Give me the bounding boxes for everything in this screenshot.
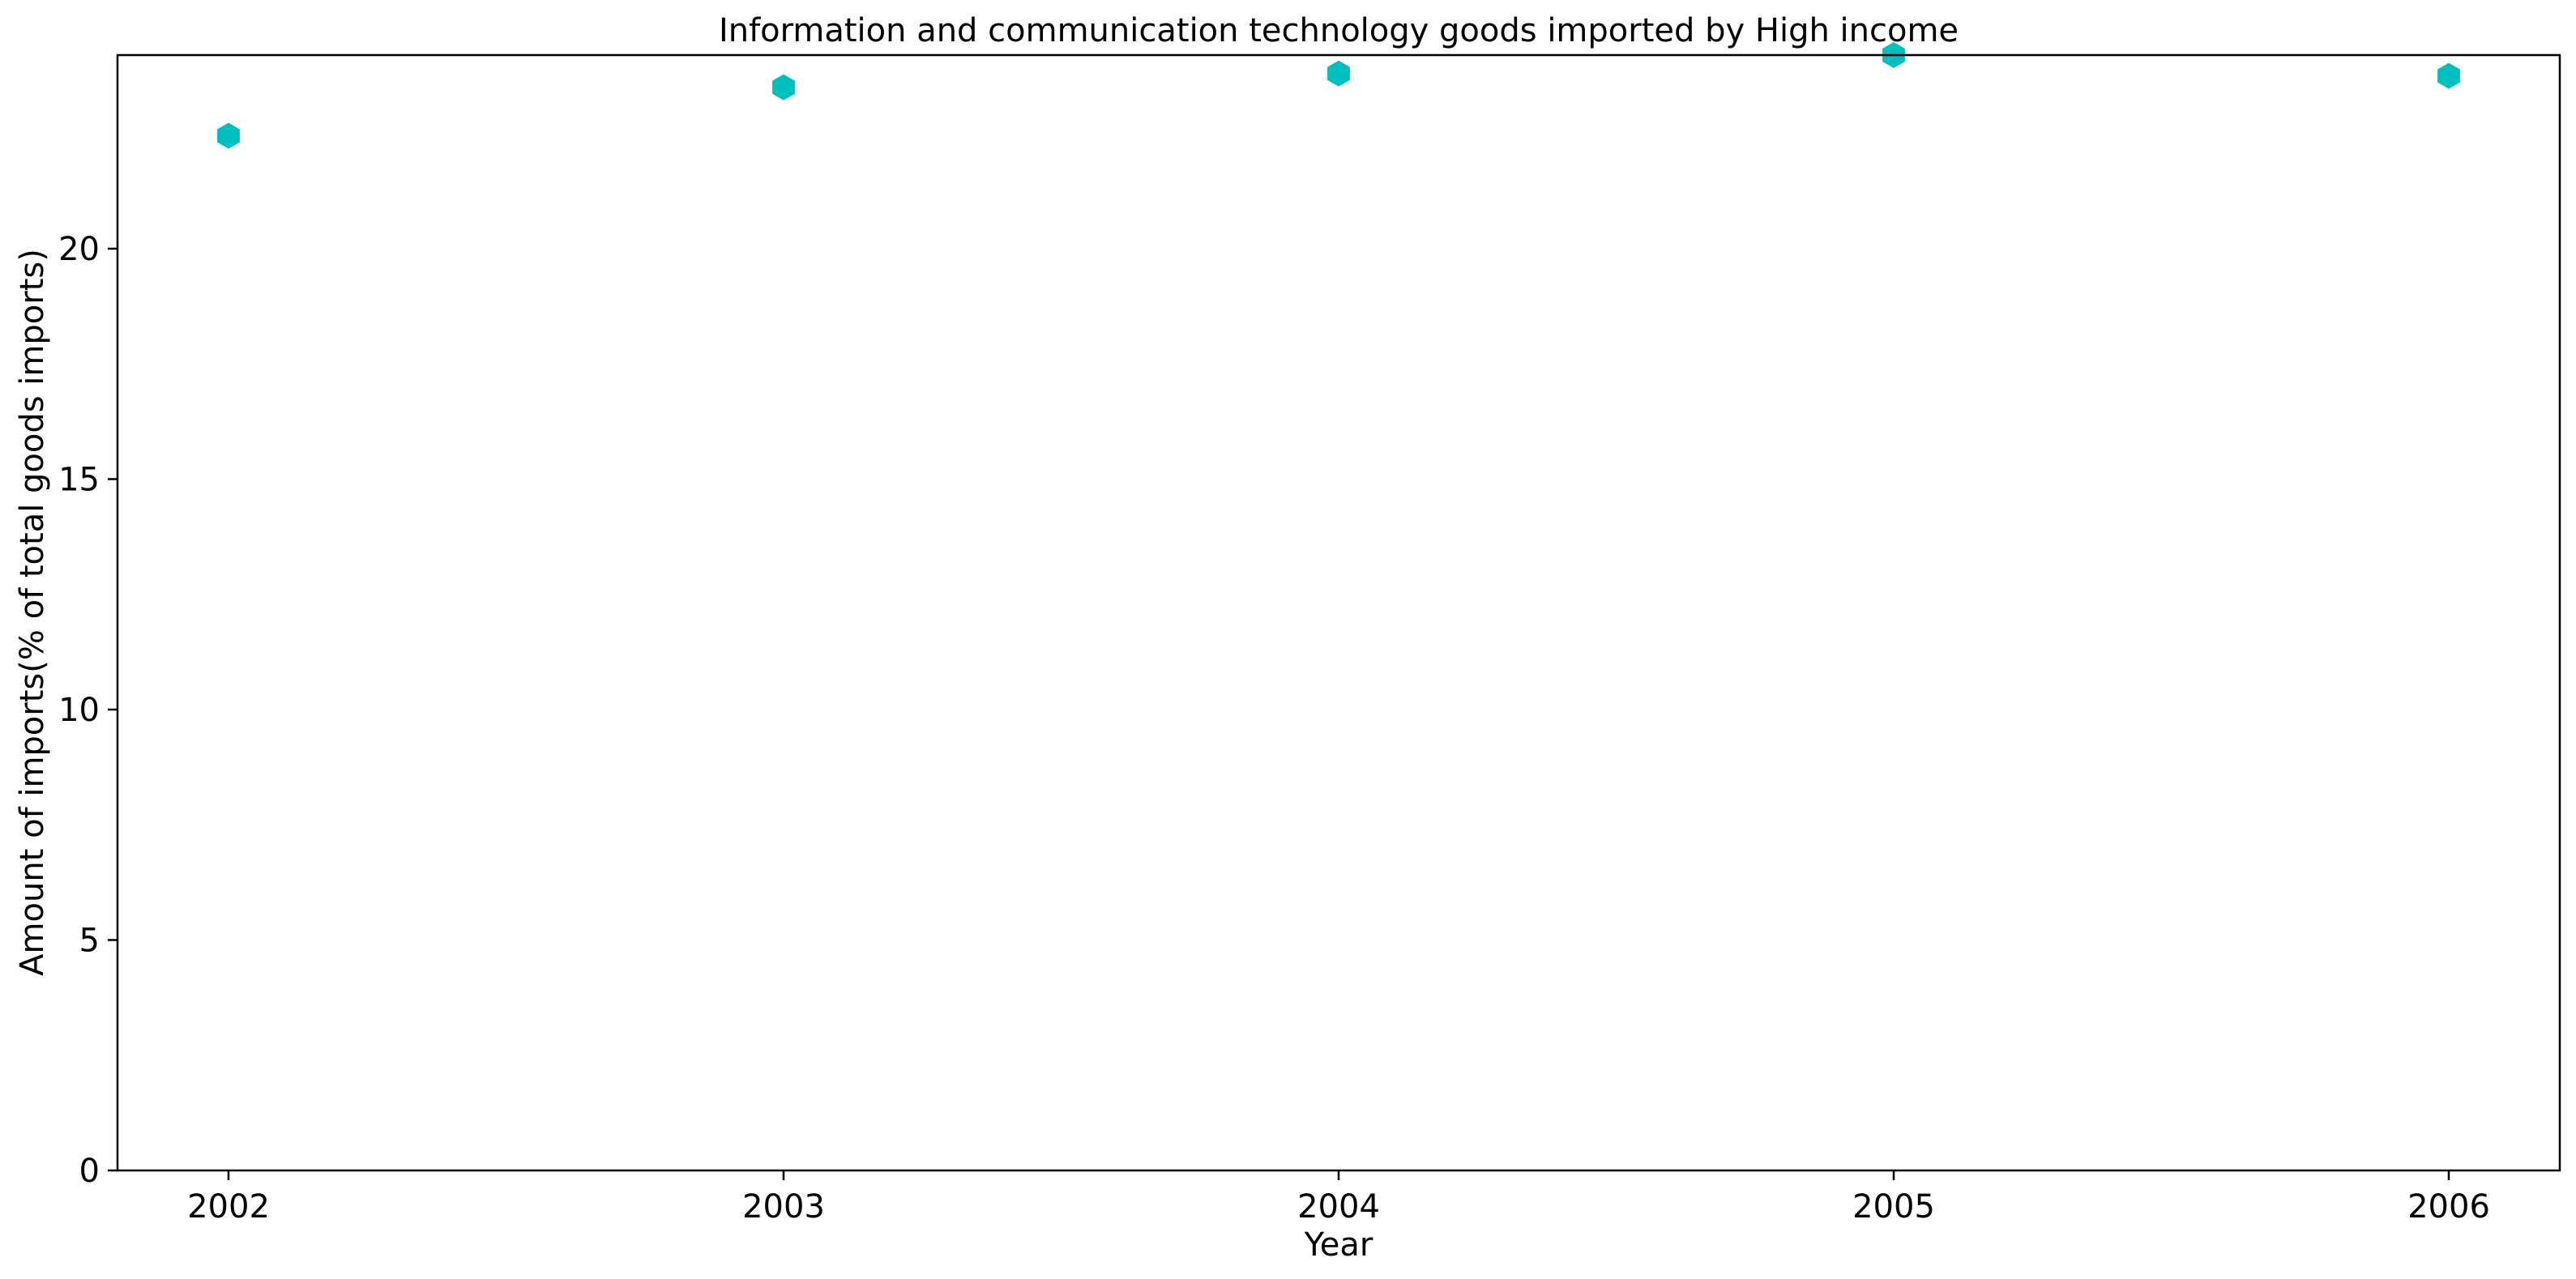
y-tick-label: 10: [58, 692, 100, 729]
data-point-2003: [772, 74, 795, 100]
data-point-2002: [217, 122, 240, 149]
data-point-2006: [2437, 62, 2460, 89]
chart-title: Information and communication technology…: [719, 12, 1959, 49]
data-point-2004: [1327, 60, 1350, 87]
y-axis-ticks: 0 5 10 15 20: [58, 231, 117, 1190]
y-tick-label: 0: [79, 1153, 100, 1190]
y-tick-label: 20: [58, 231, 100, 268]
x-tick-label: 2002: [187, 1188, 270, 1226]
plot-frame: [116, 53, 2561, 1172]
y-tick-label: 15: [58, 461, 100, 498]
x-axis-ticks: 2002 2003 2004 2005 2006: [187, 1170, 2490, 1226]
x-axis-label: Year: [1304, 1226, 1373, 1264]
x-tick-label: 2003: [742, 1188, 825, 1226]
y-tick-label: 5: [79, 922, 100, 959]
x-tick-label: 2005: [1852, 1188, 1935, 1226]
x-tick-label: 2006: [2407, 1188, 2490, 1226]
x-tick-label: 2004: [1297, 1188, 1380, 1226]
y-axis-label: Amount of imports(% of total goods impor…: [14, 249, 51, 976]
